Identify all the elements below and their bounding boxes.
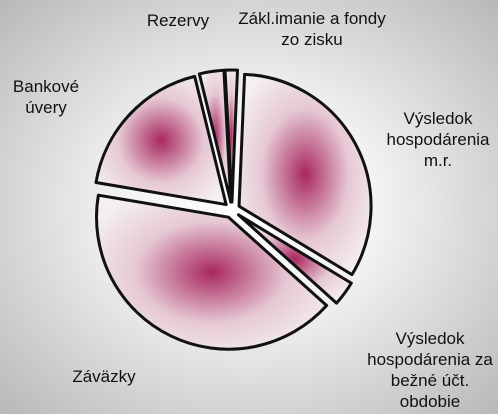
pie-slice (237, 72, 373, 277)
pie-slice (95, 193, 329, 351)
slice-label: Rezervy (146, 11, 210, 30)
slice-label: Zákl.imanie a fondy zo zisku (238, 9, 386, 49)
pie-slice (197, 68, 233, 204)
slice-label: Bankové úvery (12, 77, 80, 117)
slice-label: Výsledok hospodárenia za bežné účt. obdo… (367, 329, 493, 411)
pie-slice (94, 74, 228, 207)
slice-label: Záväzky (72, 367, 136, 386)
pie-slice (236, 213, 353, 305)
slice-label: Výsledok hospodárenia m.r. (386, 109, 490, 170)
